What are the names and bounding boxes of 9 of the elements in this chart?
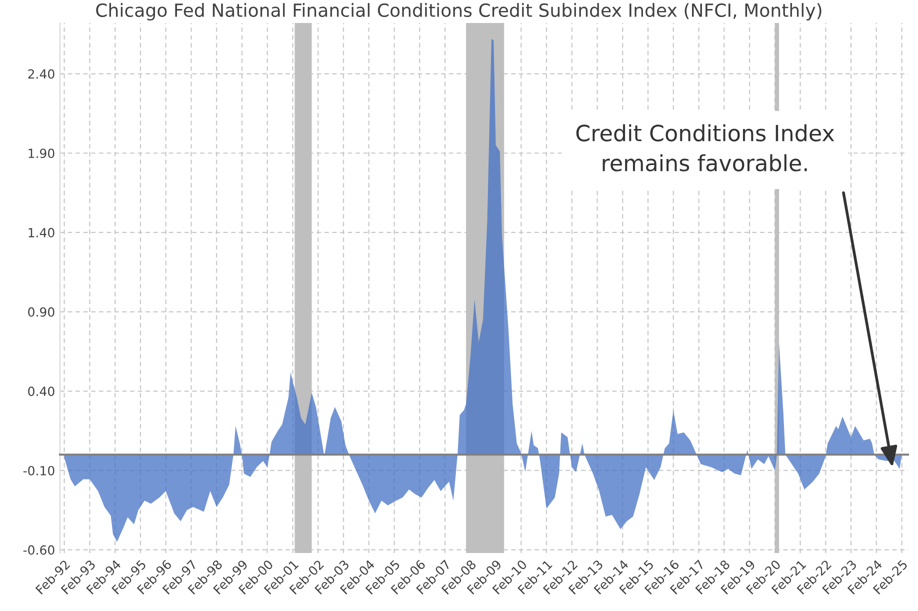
y-tick-label: 1.40 bbox=[28, 228, 54, 238]
chart-title: Chicago Fed National Financial Conditions Credit Subindex Index (NFCI, Monthly) bbox=[96, 3, 822, 21]
y-tick-label: 2.40 bbox=[28, 69, 54, 79]
annotation: Credit Conditions Index remains favorable. bbox=[576, 124, 834, 172]
y-tick-label: -0.10 bbox=[23, 466, 54, 476]
y-tick-label: -0.60 bbox=[23, 545, 54, 555]
y-tick-label: 0.90 bbox=[28, 307, 54, 317]
y-tick-label: 0.40 bbox=[28, 386, 54, 396]
y-tick-label: 1.90 bbox=[28, 148, 54, 158]
